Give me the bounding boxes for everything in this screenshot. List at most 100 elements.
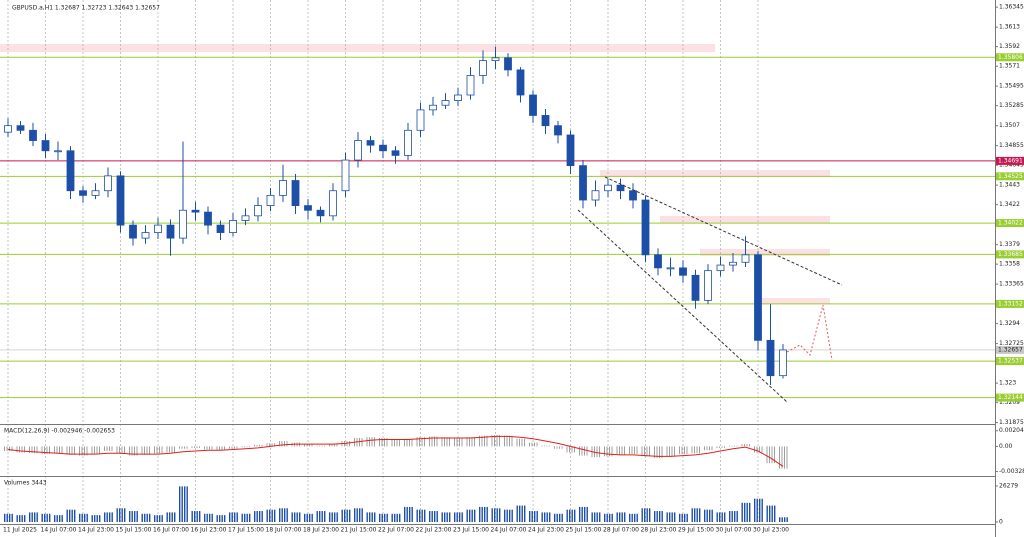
- macd-bar: [506, 435, 508, 447]
- macd-bar: [644, 446, 645, 457]
- macd-bar: [761, 446, 763, 453]
- volume-bar: [686, 513, 688, 522]
- volume-bar: [186, 486, 188, 522]
- volume-bar: [711, 509, 713, 522]
- macd-bar: [234, 446, 235, 449]
- volume-bar: [594, 512, 596, 522]
- volume-bar: [61, 515, 63, 522]
- volume-bar: [486, 506, 488, 522]
- volume-bar: [99, 515, 101, 522]
- macd-bar: [756, 446, 758, 453]
- zone: [760, 298, 830, 304]
- macd-bar: [154, 446, 155, 454]
- volume-bar: [516, 505, 518, 522]
- volume-bar: [329, 512, 331, 522]
- volume-bar: [434, 511, 436, 522]
- macd-bar: [334, 444, 335, 447]
- level-tag: [996, 250, 1024, 259]
- macd-bar: [434, 436, 435, 447]
- macd-bar: [399, 439, 400, 447]
- volume-bar: [494, 508, 496, 522]
- volume-bar: [324, 511, 326, 522]
- macd-bar: [374, 437, 375, 447]
- candle-body: [4, 125, 12, 133]
- macd-bar: [66, 446, 68, 455]
- volume-bar: [624, 512, 626, 522]
- macd-bar: [604, 446, 605, 457]
- volume-bar: [241, 513, 243, 522]
- macd-bar: [231, 446, 233, 449]
- macd-bar: [454, 437, 455, 447]
- volume-bar: [609, 513, 611, 522]
- macd-bar: [321, 445, 323, 447]
- volume-bar: [786, 517, 788, 522]
- volume-bar: [529, 511, 531, 522]
- volume-bar: [646, 508, 648, 522]
- macd-bar: [431, 436, 433, 447]
- volume-bar: [719, 512, 721, 522]
- macd-bar: [441, 437, 443, 447]
- volume-bar: [524, 505, 526, 522]
- level-label: 1.32537: [998, 358, 1023, 365]
- volume-bar: [319, 511, 321, 522]
- macd-bar: [494, 434, 495, 447]
- volume-bar: [59, 515, 61, 522]
- signal-line: [7, 435, 784, 467]
- macd-bar: [9, 446, 10, 451]
- level-tag: [996, 393, 1024, 402]
- candle-body: [554, 125, 562, 136]
- macd-bar: [461, 437, 463, 447]
- volume-bar: [211, 513, 213, 522]
- candle-body: [229, 220, 237, 233]
- y-tick-label: 1.35495: [999, 83, 1024, 90]
- candle-body: [341, 159, 350, 192]
- macd-bar: [144, 446, 145, 455]
- macd-bar: [429, 436, 430, 447]
- volume-bar: [694, 508, 696, 522]
- y-tick-label: 1.31875: [999, 419, 1024, 426]
- x-tick-label: 11 Jul 2025: [3, 527, 37, 534]
- macd-bar: [646, 446, 648, 457]
- volume-bar: [249, 513, 251, 522]
- volume-bar: [121, 508, 123, 522]
- macd-bar: [724, 446, 725, 448]
- volume-bar: [761, 498, 763, 522]
- volume-bar: [46, 513, 48, 522]
- y-tick-label: 1.3294: [999, 320, 1020, 327]
- macd-bar: [279, 441, 280, 447]
- volume-bar: [296, 512, 298, 522]
- volume-bar: [271, 509, 273, 522]
- macd-bar: [99, 446, 100, 455]
- volume-bar: [546, 512, 548, 522]
- volume-bar: [581, 506, 583, 522]
- volume-bar: [696, 508, 698, 522]
- volume-bar: [19, 515, 21, 522]
- volume-bar: [356, 508, 358, 522]
- macd-bar: [46, 446, 48, 455]
- macd-bar: [786, 446, 788, 469]
- macd-bar: [331, 444, 333, 447]
- candle-body: [416, 109, 425, 131]
- volume-bar: [474, 509, 476, 522]
- candle-body: [316, 209, 325, 217]
- volume-bar: [269, 509, 271, 522]
- macd-bar: [391, 439, 393, 447]
- volume-bar: [371, 512, 373, 522]
- candle-body: [54, 150, 62, 153]
- volume-bar: [409, 506, 411, 522]
- volume-bar: [424, 509, 426, 522]
- candle-body: [529, 94, 537, 116]
- level-label: 1.32144: [998, 394, 1023, 401]
- volume-bar: [446, 512, 448, 522]
- volume-bar: [336, 512, 338, 522]
- y-tick-label: 1.3613: [999, 24, 1020, 31]
- macd-bar: [666, 446, 668, 457]
- volume-bar: [671, 512, 673, 522]
- y-tick-label: 1.3358: [999, 261, 1020, 268]
- volume-bar: [159, 515, 161, 522]
- y-tick-label: 0.002044: [999, 427, 1024, 434]
- macd-bar: [699, 446, 700, 454]
- candle-body: [404, 129, 412, 156]
- chart-title: GBPUSD.a,H1 1.32687 1.32723 1.32643 1.32…: [12, 5, 160, 12]
- x-tick-label: 14 Jul 23:00: [78, 527, 114, 534]
